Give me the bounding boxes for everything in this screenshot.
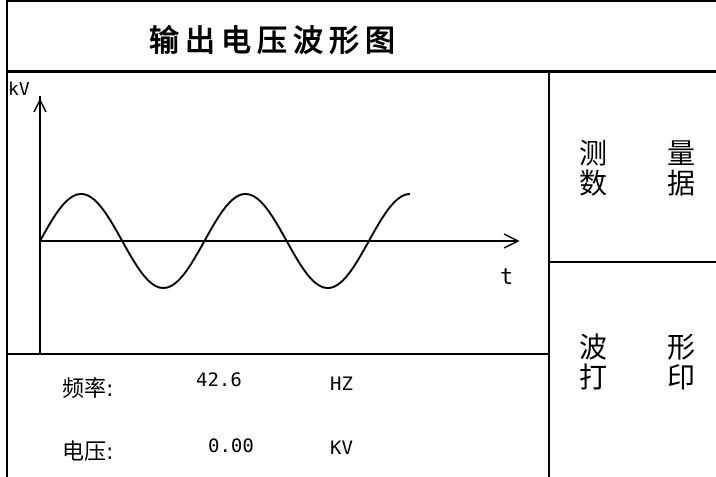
outer-border-top <box>6 0 716 2</box>
vertical-divider <box>548 70 550 477</box>
voltage-value: 0.00 <box>208 435 254 457</box>
x-axis-label: t <box>500 265 513 290</box>
button-text-3: 数 <box>579 167 608 200</box>
frequency-label: 频率: <box>62 377 114 402</box>
voltage-label: 电压: <box>62 440 114 465</box>
button-text-1: 测 <box>579 137 608 170</box>
waveform-print-button[interactable]: 波 形 打 印 <box>549 263 716 477</box>
measurement-data-button[interactable]: 测 量 数 据 <box>549 73 716 261</box>
page-title: 输出电压波形图 <box>149 24 401 59</box>
readings-divider <box>6 353 548 355</box>
button-text-2: 形 <box>667 331 696 364</box>
frequency-value: 42.6 <box>196 369 242 391</box>
button-text-1: 波 <box>579 331 608 364</box>
voltage-unit: KV <box>330 437 353 459</box>
button-text-3: 打 <box>579 361 608 394</box>
y-axis-label: kV <box>8 79 30 100</box>
button-text-4: 印 <box>667 361 696 394</box>
button-text-4: 据 <box>667 167 696 200</box>
frequency-unit: HZ <box>330 373 353 395</box>
button-divider <box>548 261 716 263</box>
x-axis-arrow <box>503 233 520 249</box>
y-axis-arrow <box>33 98 47 113</box>
title-divider <box>6 70 716 73</box>
waveform-plot: kV t <box>8 79 520 353</box>
voltage-waveform-curve <box>39 193 411 290</box>
outer-border-left <box>6 0 8 477</box>
button-text-2: 量 <box>667 137 696 170</box>
